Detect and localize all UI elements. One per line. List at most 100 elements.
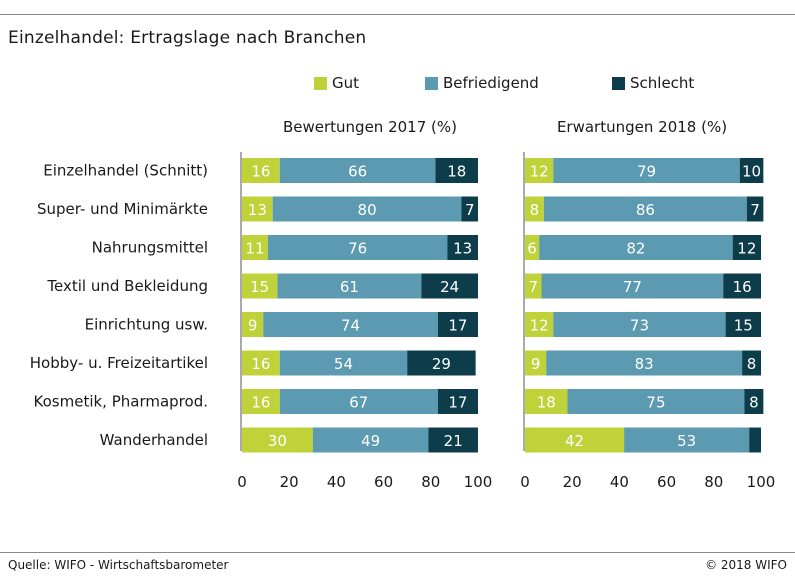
bar-value-label: 11 (245, 240, 264, 258)
bar-value-label: 15 (250, 278, 269, 296)
bar-value-label: 80 (358, 201, 377, 219)
bar-segment-befriedigend (267, 235, 448, 260)
panel-title-2017: Bewertungen 2017 (%) (282, 118, 457, 136)
bar-segment-gut (242, 158, 280, 183)
x-tick-label: 40 (327, 473, 346, 491)
bar-segment-schlecht (732, 235, 761, 260)
legend-item-gut: Gut (314, 74, 359, 92)
x-tick-label: 60 (374, 473, 393, 491)
bar-segment-schlecht (407, 350, 476, 376)
bar-segment-schlecht (437, 389, 478, 414)
bar-value-label: 13 (248, 201, 267, 219)
bar-segment-gut (242, 273, 278, 299)
bar-value-label: 24 (440, 278, 459, 296)
bar-value-label: 18 (447, 163, 466, 181)
bar-value-label: 49 (361, 432, 380, 450)
bar-value-label: 8 (530, 201, 540, 219)
bar-segment-gut (525, 427, 625, 453)
legend-swatch-befriedigend (425, 76, 438, 90)
bar-value-label: 15 (734, 317, 753, 335)
bar-value-label: 30 (268, 432, 287, 450)
bar-segment-gut (525, 350, 547, 376)
bar-segment-befriedigend (543, 196, 747, 222)
bar-segment-schlecht (746, 196, 764, 222)
category-label: Wanderhandel (100, 431, 208, 449)
top-rule (0, 14, 795, 15)
bar-segment-schlecht (437, 312, 478, 337)
bar-value-label: 73 (630, 317, 649, 335)
x-tick-label: 100 (464, 473, 493, 491)
category-label: Textil und Bekleidung (46, 277, 208, 295)
bar-segment-befriedigend (312, 427, 429, 453)
bar-value-label: 86 (636, 201, 655, 219)
legend-label-befriedigend: Befriedigend (443, 74, 539, 92)
bar-segment-befriedigend (272, 196, 462, 222)
bar-segment-gut (525, 235, 540, 260)
bar-segment-schlecht (421, 273, 478, 299)
bar-value-label: 12 (737, 240, 756, 258)
category-label: Kosmetik, Pharmaprod. (34, 393, 208, 411)
x-tick-label: 100 (747, 473, 776, 491)
bar-value-label: 12 (530, 163, 549, 181)
bottom-rule (0, 552, 795, 553)
bar-segment-schlecht (744, 389, 764, 414)
bar-value-label: 13 (453, 240, 472, 258)
bar-value-label: 16 (733, 278, 752, 296)
bar-segment-befriedigend (539, 235, 733, 260)
bar-value-label: 74 (341, 317, 360, 335)
bar-segment-schlecht (447, 235, 478, 260)
bar-value-label: 16 (251, 163, 270, 181)
x-tick-label: 20 (563, 473, 582, 491)
x-tick-label: 60 (657, 473, 676, 491)
bar-segment-befriedigend (541, 273, 724, 299)
copyright-note: © 2018 WIFO (705, 558, 787, 572)
category-label: Einrichtung usw. (85, 316, 208, 334)
bar-segment-gut (525, 273, 542, 299)
x-tick-label: 80 (704, 473, 723, 491)
legend-label-gut: Gut (332, 74, 360, 92)
category-label: Hobby- u. Freizeitartikel (30, 354, 208, 372)
bar-segment-gut (525, 158, 554, 183)
bar-segment-gut (242, 389, 280, 414)
bar-value-label: 8 (749, 394, 759, 412)
bar-segment-gut (525, 389, 568, 414)
bar-value-label: 16 (251, 355, 270, 373)
bar-segment-befriedigend (263, 312, 438, 337)
bar-value-label: 8 (747, 355, 757, 373)
bar-segment-befriedigend (553, 158, 740, 183)
bar-segment-gut (525, 196, 544, 222)
bar-value-label: 79 (637, 163, 656, 181)
bar-segment-gut (242, 427, 313, 453)
legend-swatch-gut (314, 76, 327, 90)
category-label: Nahrungsmittel (92, 239, 208, 257)
bar-value-label: 67 (349, 394, 368, 412)
bar-segment-befriedigend (277, 273, 422, 299)
bar-value-label: 82 (626, 240, 645, 258)
x-tick-label: 0 (237, 473, 247, 491)
bar-value-label: 12 (530, 317, 549, 335)
bar-value-label: 7 (465, 201, 475, 219)
bar-segment-gut (242, 312, 264, 337)
bar-value-label: 17 (448, 317, 467, 335)
bar-segment-befriedigend (279, 350, 408, 376)
bar-value-label: 83 (635, 355, 654, 373)
legend-swatch-schlecht (612, 76, 625, 90)
bar-segment-gut (525, 312, 554, 337)
category-label: Einzelhandel (Schnitt) (43, 162, 208, 180)
bar-value-label: 75 (646, 394, 665, 412)
x-tick-label: 40 (610, 473, 629, 491)
bar-segment-befriedigend (279, 389, 438, 414)
bar-value-label: 17 (448, 394, 467, 412)
bar-segment-schlecht (749, 427, 761, 453)
bar-segment-befriedigend (567, 389, 745, 414)
bar-value-label: 6 (527, 240, 537, 258)
bar-value-label: 7 (528, 278, 538, 296)
bar-segment-schlecht (725, 312, 761, 337)
x-tick-label: 80 (421, 473, 440, 491)
bar-value-label: 29 (432, 355, 451, 373)
bar-segment-schlecht (723, 273, 761, 299)
bar-segment-gut (242, 196, 273, 222)
bar-value-label: 76 (348, 240, 367, 258)
bar-segment-schlecht (742, 350, 761, 376)
bar-segment-schlecht (435, 158, 478, 183)
